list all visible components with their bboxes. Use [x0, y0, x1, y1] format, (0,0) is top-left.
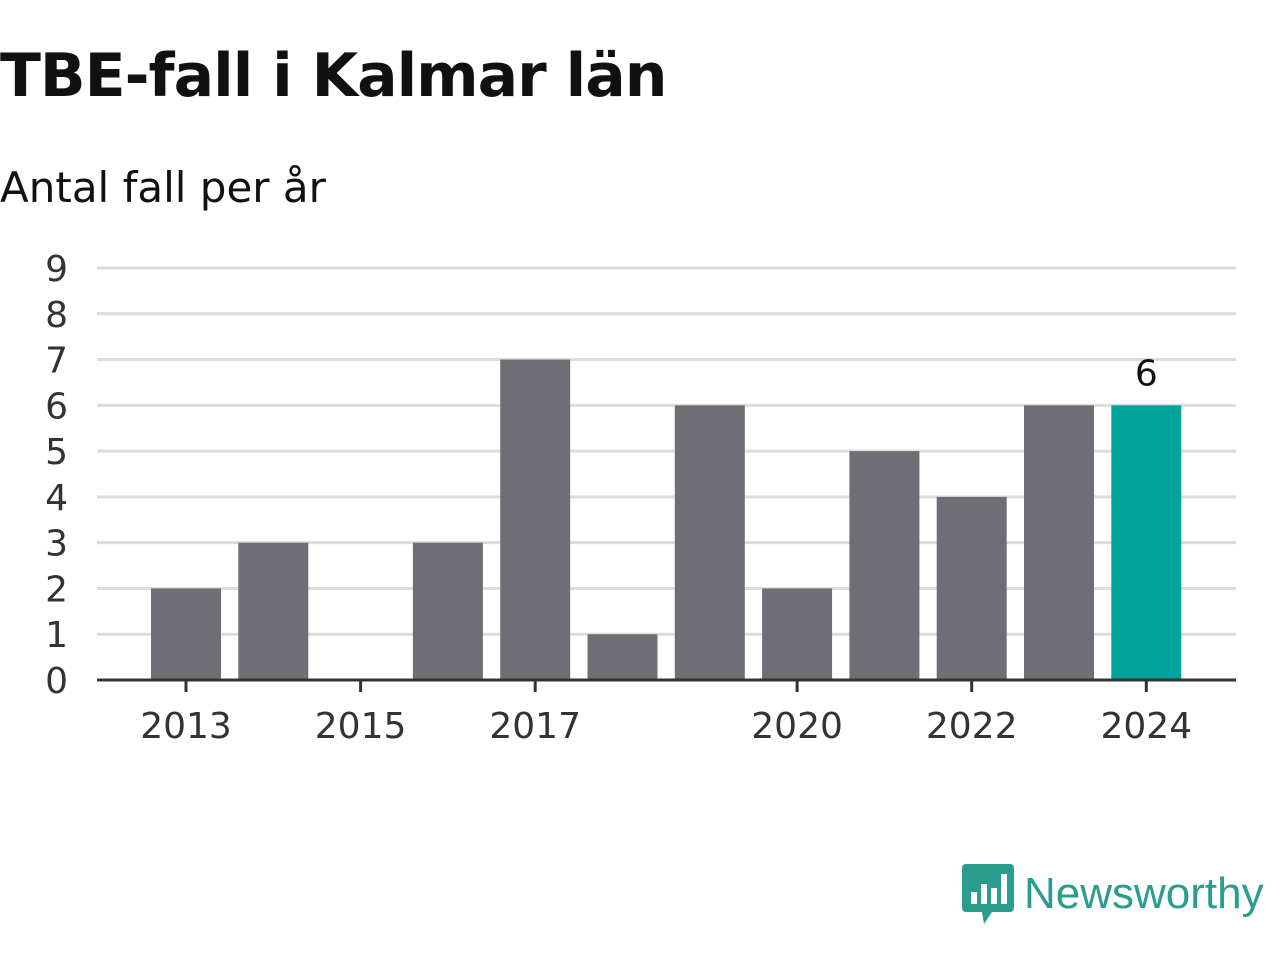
- newsworthy-logo: Newsworthy: [962, 864, 1264, 924]
- axes: [97, 678, 1236, 692]
- y-tick-label: 3: [45, 524, 68, 565]
- y-tick-label: 9: [45, 249, 68, 290]
- bar-2017: [500, 359, 571, 680]
- chart-title: TBE-fall i Kalmar län: [0, 41, 667, 111]
- bar-2021: [849, 451, 920, 680]
- x-tick-label: 2013: [140, 706, 232, 747]
- y-tick-label: 8: [45, 295, 68, 336]
- bar-2014: [238, 542, 309, 680]
- y-tick-label: 6: [45, 386, 68, 427]
- data-label: 6: [1135, 353, 1158, 394]
- y-tick-label: 0: [45, 661, 68, 702]
- bar-2019: [674, 405, 745, 680]
- bar-2022: [936, 496, 1007, 680]
- logo-text: Newsworthy: [1024, 869, 1264, 918]
- y-tick-label: 2: [45, 569, 68, 610]
- y-tick-label: 1: [45, 615, 68, 656]
- y-tick-label: 7: [45, 341, 68, 382]
- x-tick-label: 2015: [315, 706, 407, 747]
- y-tick-label: 5: [45, 432, 68, 473]
- x-tick-label: 2020: [751, 706, 843, 747]
- bar-2018: [587, 634, 658, 680]
- y-tick-label: 4: [45, 478, 68, 519]
- bar-2024: [1111, 405, 1182, 680]
- x-tick-label: 2017: [489, 706, 581, 747]
- bars: [151, 359, 1182, 680]
- chart-subtitle: Antal fall per år: [0, 163, 326, 212]
- bar-2013: [151, 588, 221, 680]
- bar-2023: [1024, 405, 1094, 680]
- newsworthy-chart-bubble-icon: [962, 864, 1014, 924]
- bar-2016: [412, 542, 483, 680]
- bar-2020: [762, 588, 833, 680]
- x-tick-label: 2024: [1100, 706, 1192, 747]
- x-tick-label: 2022: [926, 706, 1018, 747]
